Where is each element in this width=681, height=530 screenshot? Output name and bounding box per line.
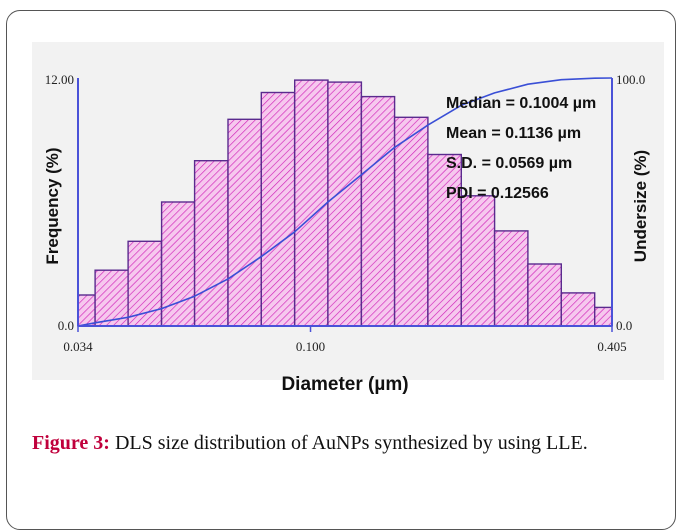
stats-annotation: PDI = 0.12566 — [446, 185, 549, 202]
y-right-tick-label: 0.0 — [616, 318, 632, 333]
stats-annotation: S.D. = 0.0569 µm — [446, 155, 572, 172]
histogram-bar — [427, 153, 462, 327]
y-left-tick-label: 12.00 — [45, 72, 74, 87]
histogram-bar — [460, 195, 496, 327]
y-left-tick-label: 0.0 — [58, 318, 74, 333]
histogram-bar — [77, 294, 96, 327]
y-right-axis-label: Undersize (%) — [631, 150, 650, 262]
stats-annotation: Median = 0.1004 µm — [446, 95, 596, 112]
histogram-bar — [360, 95, 396, 327]
histogram-bar — [393, 116, 429, 327]
caption-label: Figure 3: — [32, 432, 110, 454]
histogram-bar — [493, 230, 529, 327]
histogram-bar — [227, 118, 262, 327]
x-tick-label: 0.405 — [597, 339, 626, 354]
undersize-curve — [77, 77, 613, 327]
histogram-bar — [594, 306, 613, 327]
y-left-axis-label: Frequency (%) — [43, 147, 62, 264]
histogram-bar — [560, 292, 596, 327]
figure-caption: Figure 3: DLS size distribution of AuNPs… — [32, 432, 672, 455]
x-tick-label: 0.100 — [296, 339, 325, 354]
histogram-bar — [527, 263, 563, 327]
x-axis-label: Diameter (µm) — [281, 374, 408, 395]
histogram-bar — [327, 81, 363, 327]
histogram-bar — [294, 79, 329, 327]
histogram-bar — [193, 159, 229, 327]
y-right-tick-label: 100.0 — [616, 72, 645, 87]
stats-annotation: Mean = 0.1136 µm — [446, 125, 581, 142]
caption-text: DLS size distribution of AuNPs synthesiz… — [109, 432, 588, 454]
x-tick-label: 0.034 — [63, 339, 93, 354]
dls-histogram-chart: 0.034 0.100 0.405 12.00 0.0 100.0 0.0 Diameter … — [43, 72, 650, 395]
histogram-bar — [260, 91, 296, 327]
